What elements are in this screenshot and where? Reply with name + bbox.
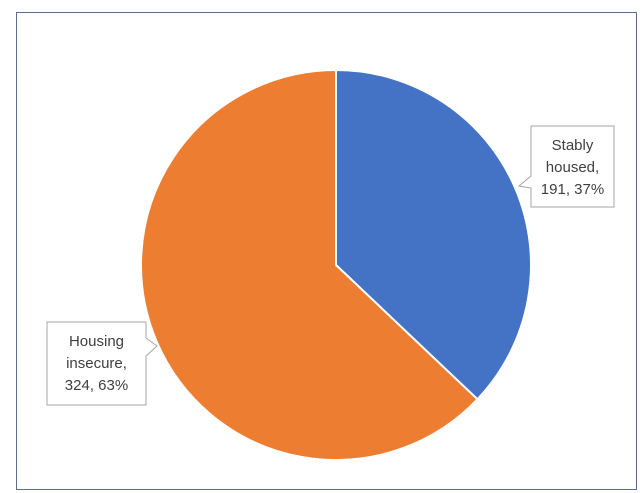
slice-label-stably-housed: Stably housed, 191, 37% xyxy=(517,125,615,208)
label-line-3: 324, 63% xyxy=(65,377,128,394)
label-line-3: 191, 37% xyxy=(541,181,604,198)
slice-label-housing-insecure: Housing insecure, 324, 63% xyxy=(46,321,158,406)
label-callout-box xyxy=(517,125,615,208)
label-line-2: housed, xyxy=(546,159,599,176)
pie-slices xyxy=(140,69,532,461)
pie-slice-stably-housed xyxy=(335,69,532,401)
label-line-2: insecure, xyxy=(66,355,127,372)
label-line-1: Stably xyxy=(552,137,594,154)
label-line-1: Housing xyxy=(69,333,124,350)
label-callout-box xyxy=(46,321,158,406)
pie-slice-housing-insecure xyxy=(140,69,479,461)
